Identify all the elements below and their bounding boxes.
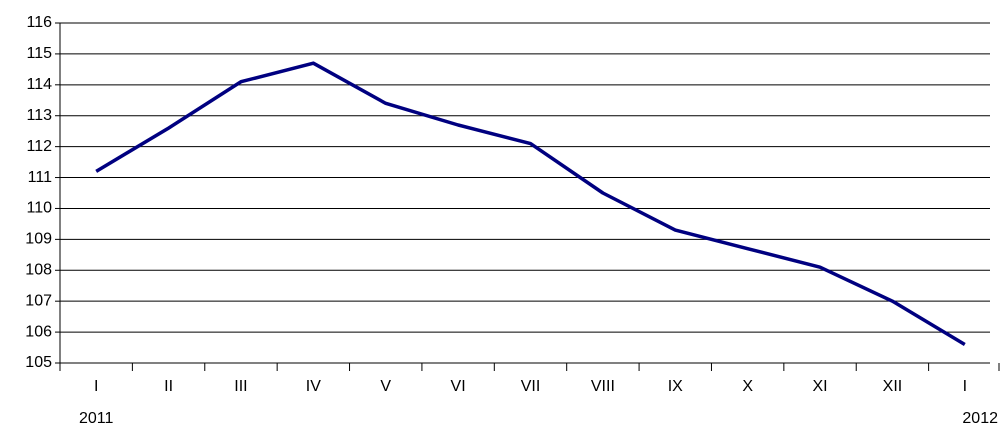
y-tick-label: 107: [25, 292, 52, 309]
data-line: [95, 61, 966, 346]
y-tick-label: 111: [28, 169, 52, 186]
x-year-label: 2011: [79, 410, 114, 427]
y-tick-label: 110: [26, 200, 52, 217]
x-tick-label: I: [963, 378, 967, 395]
y-tick-label: 112: [26, 138, 52, 155]
x-tick-label: I: [94, 378, 98, 395]
x-tick-label: V: [380, 378, 391, 395]
y-tick-label: 109: [25, 231, 52, 248]
x-tick-label: X: [742, 378, 753, 395]
x-tick-label: III: [234, 378, 247, 395]
x-tick-label: XII: [883, 378, 903, 395]
y-tick-label: 115: [26, 45, 52, 62]
y-tick-label: 116: [26, 14, 52, 31]
x-year-label: 2012: [962, 410, 998, 427]
x-tick-label: VII: [521, 378, 541, 395]
x-tick-label: XI: [812, 378, 827, 395]
y-tick-label: 106: [25, 323, 52, 340]
x-tick-label: VIII: [591, 378, 615, 395]
x-tick-label: IX: [668, 378, 683, 395]
x-tick-label: II: [164, 378, 173, 395]
x-tick-label: VI: [451, 378, 466, 395]
y-tick-label: 105: [25, 354, 52, 371]
x-tick-label: IV: [306, 378, 321, 395]
y-tick-label: 113: [26, 107, 52, 124]
y-tick-label: 114: [26, 76, 52, 93]
y-tick-label: 108: [25, 261, 52, 278]
